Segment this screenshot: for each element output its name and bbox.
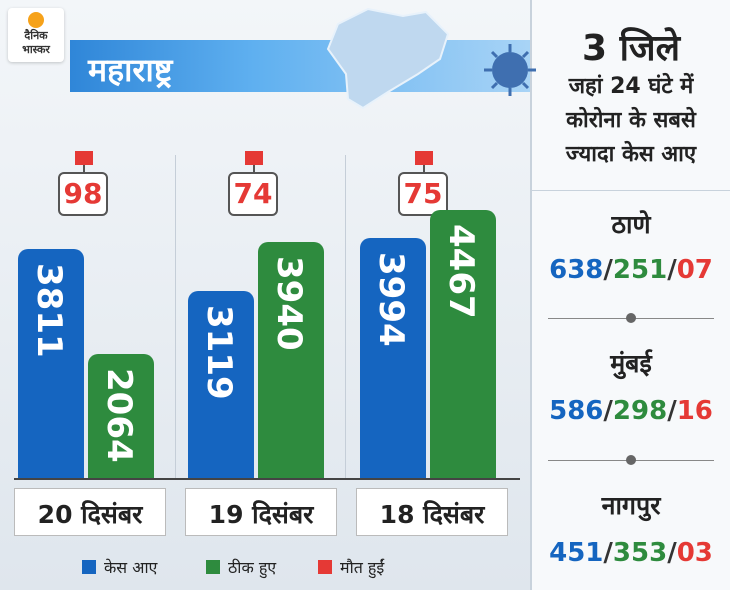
slash: / [603,255,613,285]
bar-cases [18,249,84,478]
dainik-bhaskar-logo: दैनिक भास्कर [8,8,64,62]
death-flag-stem [83,165,85,174]
death-flag-icon [245,151,263,165]
virus-icon [484,44,536,96]
sidebar-title: 3 जिले [581,28,681,69]
death-value: 75 [398,172,448,216]
legend-swatch-cases [82,560,96,574]
category-label: 18 दिसंबर [379,500,485,529]
death-value: 98 [58,172,108,216]
date-cell: 18 दिसंबर [356,488,508,536]
district-deaths: 07 [676,255,713,285]
legend-swatch-recovered [206,560,220,574]
district-cases: 638 [549,255,604,285]
state-title: महाराष्ट्र [88,51,173,89]
bar-recovered [430,209,496,478]
bar-recovered [258,241,324,478]
state-banner: महाराष्ट्र [70,7,536,110]
district-deaths: 03 [676,538,713,568]
bar-value-label: 4467 [441,223,481,319]
legend-deaths: मौत हुईं [340,558,385,577]
district-panel [532,0,730,590]
death-flag-icon [75,151,93,165]
death-flag-icon [415,151,433,165]
district-name: मुंबई [610,349,652,378]
divider-dot [626,455,636,465]
bar-value-label: 2064 [99,368,139,463]
baseline [14,478,520,480]
group-separator [345,155,346,480]
sun-icon [28,12,44,28]
death-value: 74 [228,172,278,216]
maharashtra-map-icon [326,7,450,110]
date-cell: 20 दिसंबर [14,488,166,536]
bar-recovered [88,354,154,478]
slash: / [667,255,677,285]
logo-line1: दैनिक [24,29,48,42]
bar-cases [360,238,426,478]
district-name: ठाणे [611,210,651,239]
death-flag-stem [253,165,255,174]
date-cell: 19 दिसंबर [185,488,337,536]
slash: / [667,396,677,426]
slash: / [667,538,677,568]
sidebar-separator [532,190,730,191]
bar-cases [188,290,254,478]
group-separator [175,155,176,480]
slash: / [603,396,613,426]
slash: / [603,538,613,568]
sidebar-subtitle-2: कोरोना के सबसे [566,108,696,133]
logo-line2: भास्कर [22,43,50,56]
legend-swatch-deaths [318,560,332,574]
district-recovered: 298 [612,396,668,426]
bar-value-label: 3119 [199,304,239,400]
sidebar-subtitle-3: ज्यादा केस आए [565,142,697,167]
bar-value-label: 3940 [269,255,309,351]
district-stats: 638/251/07 [532,255,730,285]
district-recovered: 353 [612,538,668,568]
district-recovered: 251 [612,255,668,285]
divider-dot [626,313,636,323]
district-cases: 451 [549,538,604,568]
panel-divider [530,0,532,590]
death-flag-stem [423,165,425,174]
district-stats: 451/353/03 [532,538,730,568]
bar-value-label: 3994 [371,252,411,347]
category-label: 20 दिसंबर [37,500,143,529]
sidebar-subtitle-1: जहां 24 घंटे में [568,74,694,99]
legend-cases: केस आए [104,558,158,577]
district-cases: 586 [549,396,604,426]
bar-value-label: 3811 [29,263,69,358]
district-deaths: 16 [676,396,713,426]
district-name: नागपुर [601,491,661,520]
legend-recovered: ठीक हुए [228,558,277,577]
category-label: 19 दिसंबर [208,500,314,529]
district-stats: 586/298/16 [532,396,730,426]
